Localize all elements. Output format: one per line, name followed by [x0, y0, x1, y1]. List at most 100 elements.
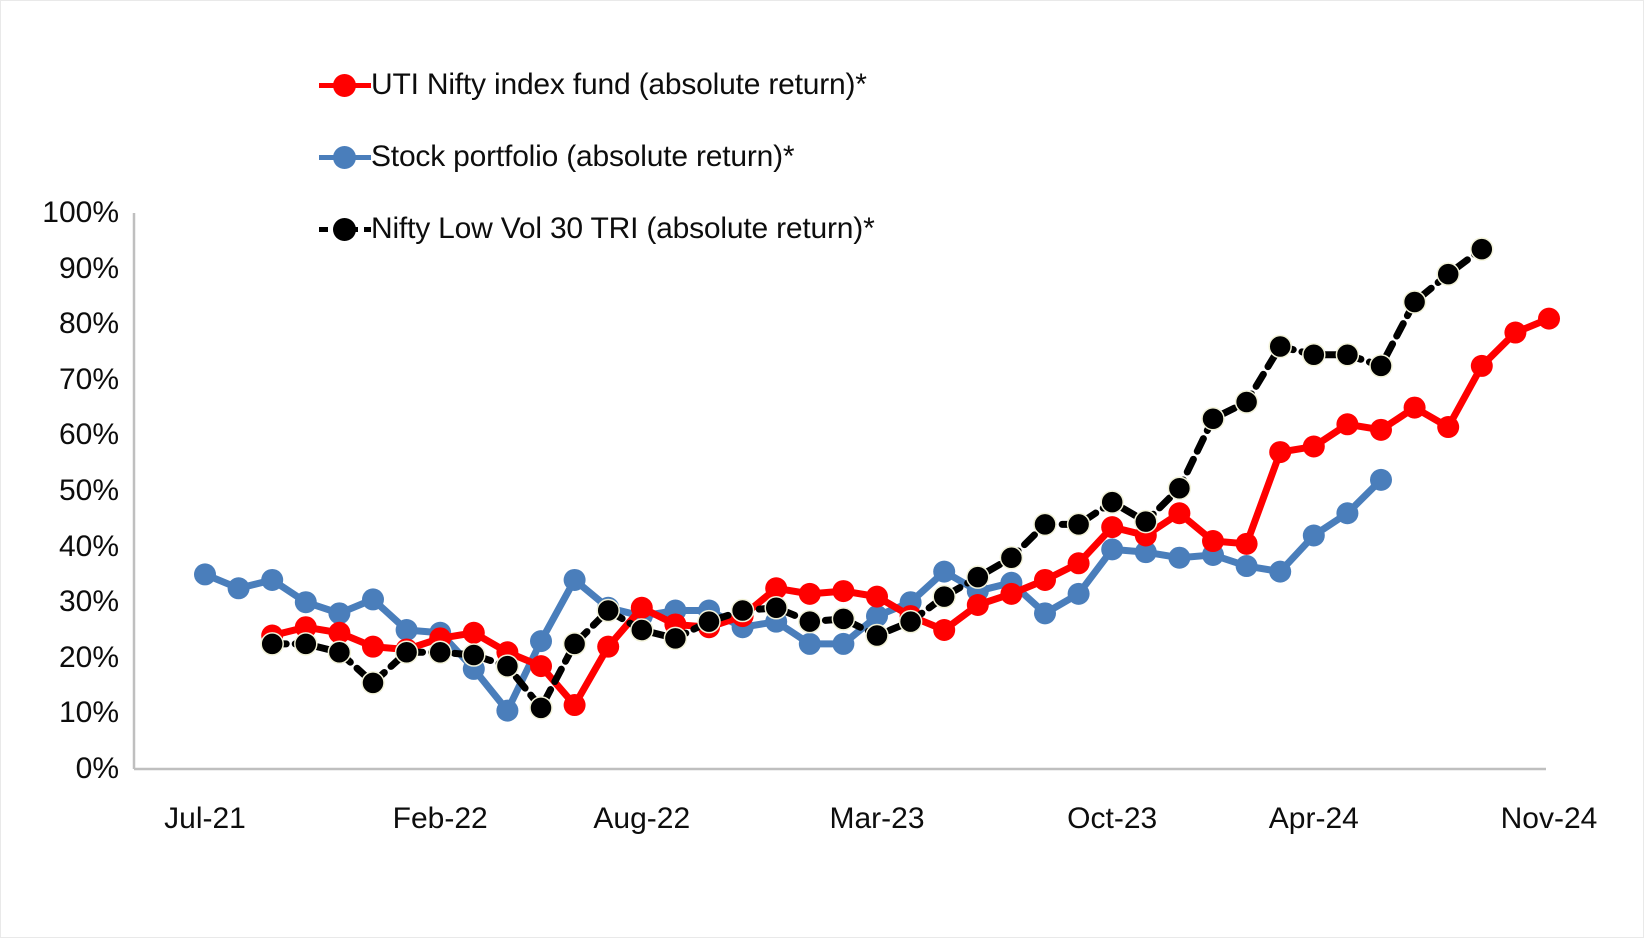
data-point[interactable]	[999, 545, 1024, 570]
data-point[interactable]	[530, 655, 552, 678]
x-axis-tick-nov-24: Nov-24	[1500, 802, 1598, 835]
data-point[interactable]	[563, 568, 586, 591]
data-point[interactable]	[194, 563, 216, 586]
data-point[interactable]	[1234, 390, 1259, 414]
data-point[interactable]	[1034, 602, 1056, 625]
data-point[interactable]	[765, 577, 788, 600]
data-point[interactable]	[1101, 538, 1124, 561]
data-point[interactable]	[933, 560, 956, 583]
data-point[interactable]	[798, 582, 821, 605]
data-point[interactable]	[362, 588, 384, 611]
data-point[interactable]	[1370, 468, 1392, 491]
data-point[interactable]	[1335, 343, 1360, 367]
data-point[interactable]	[1168, 502, 1191, 525]
y-axis-tick-90: 90%	[58, 251, 119, 285]
data-point[interactable]	[361, 671, 385, 695]
data-point[interactable]	[1000, 582, 1023, 605]
data-point[interactable]	[1067, 582, 1090, 605]
legend-marker-blue-circle-icon	[319, 142, 371, 172]
data-point[interactable]	[394, 640, 419, 664]
data-point[interactable]	[1101, 516, 1124, 539]
data-point[interactable]	[898, 609, 923, 634]
data-point[interactable]	[260, 632, 284, 656]
data-point[interactable]	[630, 596, 653, 619]
y-axis-tick-100: 100%	[42, 196, 119, 229]
data-point[interactable]	[562, 632, 587, 656]
data-point[interactable]	[831, 607, 856, 631]
data-point[interactable]	[294, 591, 317, 614]
data-point[interactable]	[1470, 237, 1494, 261]
data-point[interactable]	[1470, 354, 1493, 377]
data-point[interactable]	[1100, 490, 1124, 514]
data-point[interactable]	[1235, 555, 1258, 578]
data-point[interactable]	[1302, 524, 1325, 547]
data-point[interactable]	[596, 598, 620, 623]
data-point[interactable]	[1504, 321, 1527, 344]
data-point[interactable]	[362, 635, 384, 658]
data-point[interactable]	[1336, 413, 1359, 436]
data-point[interactable]	[1538, 307, 1560, 330]
data-point[interactable]	[1033, 512, 1057, 537]
data-point[interactable]	[1403, 396, 1426, 419]
data-point[interactable]	[966, 565, 990, 589]
data-point[interactable]	[832, 632, 855, 655]
data-point[interactable]	[328, 602, 351, 625]
data-point[interactable]	[697, 609, 721, 634]
data-point[interactable]	[1369, 354, 1393, 378]
data-point[interactable]	[1134, 541, 1157, 564]
data-point[interactable]	[932, 584, 956, 609]
data-point[interactable]	[1066, 512, 1091, 537]
data-point[interactable]	[832, 580, 855, 603]
data-point[interactable]	[227, 577, 250, 600]
data-point[interactable]	[1235, 532, 1258, 555]
data-point[interactable]	[462, 621, 485, 644]
data-point[interactable]	[1067, 552, 1090, 575]
data-point[interactable]	[328, 621, 351, 644]
legend-item-stock-portfolio[interactable]: Stock portfolio (absolute return)*	[319, 121, 1219, 193]
data-point[interactable]	[630, 618, 654, 642]
data-point[interactable]	[663, 626, 688, 651]
data-point[interactable]	[798, 632, 821, 655]
data-point[interactable]	[966, 593, 989, 616]
data-point[interactable]	[261, 568, 284, 591]
data-point[interactable]	[1402, 290, 1427, 314]
data-point[interactable]	[1034, 568, 1056, 591]
data-point[interactable]	[529, 696, 553, 720]
data-point[interactable]	[1302, 343, 1326, 367]
data-point[interactable]	[866, 585, 888, 608]
x-axis-tick-oct-23: Oct-23	[1067, 802, 1158, 835]
data-point[interactable]	[866, 605, 888, 628]
data-point[interactable]	[428, 640, 452, 664]
data-point[interactable]	[730, 598, 755, 623]
data-point[interactable]	[1168, 546, 1191, 569]
legend-item-uti-nifty-index-fund[interactable]: UTI Nifty index fund (absolute return)*	[319, 49, 1219, 121]
data-point[interactable]	[327, 640, 352, 664]
data-point[interactable]	[1268, 334, 1292, 359]
data-point[interactable]	[1302, 435, 1325, 458]
data-point[interactable]	[294, 616, 317, 639]
data-point[interactable]	[294, 632, 318, 656]
data-point[interactable]	[1370, 418, 1392, 441]
legend-item-nifty-low-vol-30-tri[interactable]: Nifty Low Vol 30 TRI (absolute return)*	[319, 193, 1219, 265]
data-point[interactable]	[1269, 441, 1292, 464]
data-point[interactable]	[496, 699, 519, 722]
data-point[interactable]	[865, 623, 889, 648]
data-point[interactable]	[462, 643, 486, 667]
data-point[interactable]	[1437, 416, 1460, 439]
data-point[interactable]	[1436, 262, 1460, 286]
data-point[interactable]	[1336, 502, 1359, 525]
data-point[interactable]	[764, 596, 788, 620]
data-point[interactable]	[1201, 406, 1225, 431]
data-point[interactable]	[1202, 530, 1224, 553]
data-point[interactable]	[1167, 476, 1192, 500]
data-point[interactable]	[563, 694, 586, 717]
data-point[interactable]	[597, 635, 620, 658]
data-point[interactable]	[395, 619, 418, 641]
data-point[interactable]	[798, 609, 822, 634]
data-point[interactable]	[1269, 560, 1292, 583]
data-point[interactable]	[1134, 509, 1158, 534]
data-point[interactable]	[933, 619, 956, 641]
data-point[interactable]	[530, 630, 552, 653]
data-point[interactable]	[495, 654, 520, 678]
